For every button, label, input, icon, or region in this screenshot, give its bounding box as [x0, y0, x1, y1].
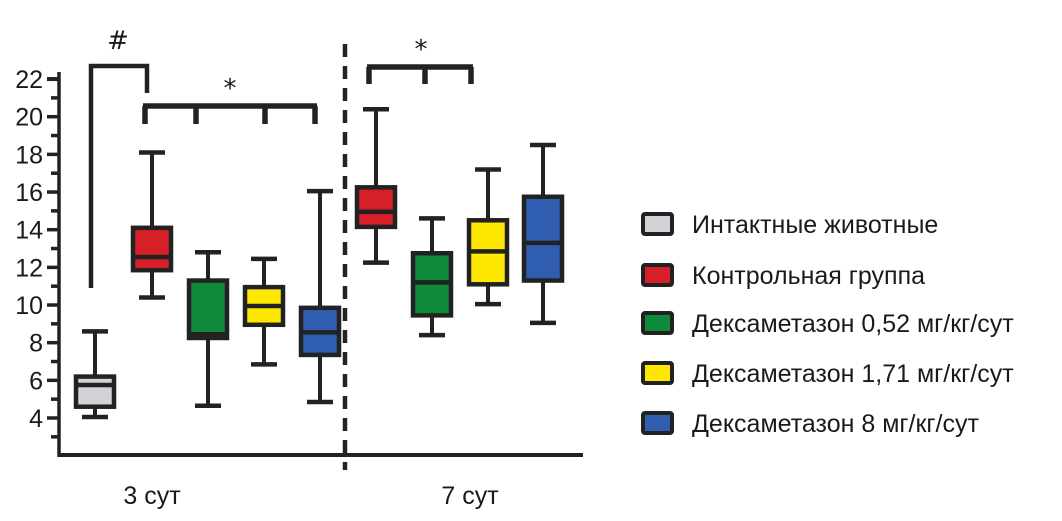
legend-label: Дексаметазон 0,52 мг/кг/сут [692, 310, 1014, 338]
y-tick-label: 6 [29, 367, 43, 395]
box-plot [186, 250, 230, 409]
significance-annotations: # * * [88, 26, 474, 288]
box-iqr [521, 194, 565, 283]
legend-swatch [641, 311, 674, 335]
box-iqr [354, 185, 398, 230]
legend-label: Дексаметазон 1,71 мг/кг/сут [692, 360, 1014, 388]
legend-item: Контрольная группа [641, 262, 925, 290]
legend-item: Дексаметазон 1,71 мг/кг/сут [641, 360, 1014, 388]
legend-item: Интактные животные [641, 211, 938, 239]
legend-swatch [641, 212, 674, 236]
legend-label: Контрольная группа [692, 262, 925, 290]
y-tick-label: 12 [15, 254, 43, 282]
legend-label: Интактные животные [692, 211, 938, 239]
y-tick-label: 20 [15, 104, 43, 132]
box-plot [73, 329, 117, 420]
y-tick-label: 4 [29, 405, 43, 433]
y-tick-label: 16 [15, 179, 43, 207]
significance-bracket-star-7: * [366, 35, 474, 84]
legend-swatch [641, 361, 674, 385]
x-axis: 3 сут 7 сут [57, 453, 583, 510]
box-plot [466, 167, 510, 307]
significance-bracket-hash: # [88, 26, 150, 288]
box-plot [354, 106, 398, 265]
significance-bracket-star-3: * [142, 74, 318, 124]
legend-swatch [641, 263, 674, 287]
significance-symbol: * [224, 74, 237, 104]
legend-item: Дексаметазон 0,52 мг/кг/сут [641, 310, 1014, 338]
legend: Интактные животные Контрольная группа Декс… [641, 211, 1014, 438]
box-plot [521, 142, 565, 326]
y-axis: 4 6 8 10 12 14 16 18 20 22 [15, 66, 61, 457]
bracket-line [88, 63, 150, 288]
significance-symbol: * [415, 35, 428, 65]
y-tick-label: 18 [15, 141, 43, 169]
box-plot [298, 188, 342, 405]
x-category-label: 3 сут [123, 482, 181, 510]
legend-label: Дексаметазон 8 мг/кг/сут [692, 410, 979, 438]
box-plot [242, 256, 286, 367]
y-tick-label: 22 [15, 66, 43, 94]
box-iqr [186, 278, 230, 341]
significance-symbol: # [107, 26, 129, 56]
x-category-label: 7 сут [441, 482, 499, 510]
legend-item: Дексаметазон 8 мг/кг/сут [641, 410, 979, 438]
y-tick-label: 8 [29, 330, 43, 358]
box-iqr [130, 225, 174, 273]
box-iqr [73, 374, 117, 409]
legend-swatch [641, 411, 674, 435]
box-plot [410, 216, 454, 338]
box-plots [73, 106, 565, 420]
y-tick-label: 14 [15, 217, 43, 245]
y-tick-label: 10 [15, 292, 43, 320]
box-plot [130, 150, 174, 300]
